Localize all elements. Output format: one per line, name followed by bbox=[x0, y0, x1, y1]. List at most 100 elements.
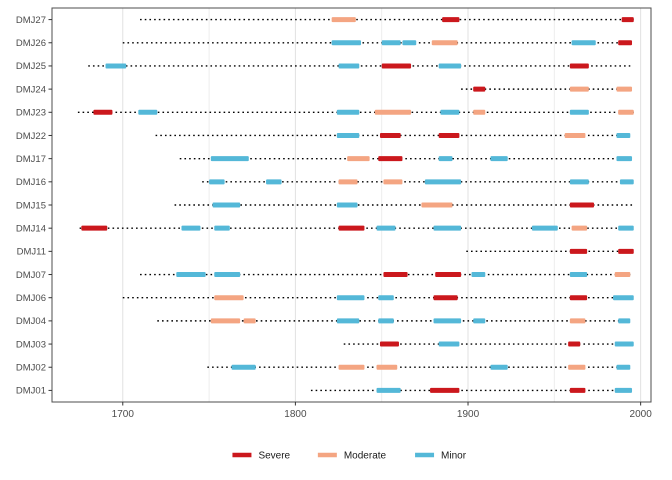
event-segment bbox=[336, 132, 360, 138]
event-segment bbox=[619, 179, 634, 185]
event-segment bbox=[214, 272, 241, 278]
event-segment bbox=[378, 318, 394, 324]
x-axis-label: 1800 bbox=[284, 409, 307, 420]
y-axis-label: DMJ02 bbox=[16, 363, 46, 374]
event-segment bbox=[442, 17, 460, 23]
event-segment bbox=[568, 364, 586, 370]
event-segment bbox=[381, 63, 412, 69]
event-segment bbox=[569, 387, 586, 393]
event-segment bbox=[176, 272, 206, 278]
y-axis-label: DMJ14 bbox=[16, 223, 46, 234]
legend-label: Severe bbox=[258, 451, 290, 462]
event-segment bbox=[212, 202, 241, 208]
event-segment bbox=[181, 225, 201, 231]
event-segment bbox=[531, 225, 558, 231]
event-segment bbox=[490, 364, 508, 370]
event-segment bbox=[438, 341, 460, 347]
event-segment bbox=[338, 179, 358, 185]
event-segment bbox=[571, 40, 596, 46]
event-segment bbox=[433, 318, 462, 324]
event-segment bbox=[569, 202, 595, 208]
y-axis-label: DMJ11 bbox=[17, 247, 46, 258]
x-axis-label: 1900 bbox=[457, 409, 480, 420]
event-segment bbox=[383, 272, 408, 278]
event-segment bbox=[614, 387, 633, 393]
event-segment bbox=[440, 109, 460, 115]
event-segment bbox=[336, 109, 360, 115]
event-segment bbox=[618, 318, 631, 324]
event-segment bbox=[231, 364, 256, 370]
y-axis-label: DMJ15 bbox=[16, 200, 46, 211]
event-segment bbox=[421, 202, 453, 208]
event-segment bbox=[616, 364, 631, 370]
event-segment bbox=[569, 295, 588, 301]
event-segment bbox=[243, 318, 256, 324]
event-segment bbox=[376, 364, 398, 370]
event-segment bbox=[614, 272, 631, 278]
event-segment bbox=[81, 225, 108, 231]
event-segment bbox=[374, 109, 412, 115]
event-segment bbox=[214, 225, 230, 231]
y-axis-label: DMJ24 bbox=[16, 84, 46, 95]
event-segment bbox=[618, 248, 634, 254]
event-segment bbox=[336, 202, 358, 208]
y-axis-label: DMJ17 bbox=[16, 154, 46, 165]
event-segment bbox=[490, 156, 508, 162]
event-segment bbox=[614, 341, 634, 347]
event-segment bbox=[438, 63, 462, 69]
event-segment bbox=[378, 156, 403, 162]
y-axis-label: DMJ04 bbox=[16, 316, 46, 327]
event-segment bbox=[376, 387, 401, 393]
event-segment bbox=[266, 179, 282, 185]
y-axis-label: DMJ22 bbox=[16, 131, 46, 142]
event-segment bbox=[379, 132, 401, 138]
event-segment bbox=[564, 132, 586, 138]
event-segment bbox=[379, 341, 399, 347]
event-segment bbox=[569, 179, 589, 185]
y-axis-label: DMJ03 bbox=[16, 339, 46, 350]
event-segment bbox=[473, 318, 486, 324]
event-segment bbox=[138, 109, 158, 115]
y-axis-label: DMJ07 bbox=[16, 270, 46, 281]
y-axis-label: DMJ27 bbox=[16, 15, 46, 26]
event-segment bbox=[569, 63, 589, 69]
event-segment bbox=[338, 364, 365, 370]
event-segment bbox=[435, 272, 462, 278]
event-segment bbox=[618, 109, 634, 115]
y-axis-label: DMJ25 bbox=[16, 61, 46, 72]
event-segment bbox=[473, 86, 486, 92]
y-axis-label: DMJ06 bbox=[16, 293, 46, 304]
event-segment bbox=[331, 40, 361, 46]
x-axis-label: 2000 bbox=[630, 409, 653, 420]
event-segment bbox=[571, 225, 588, 231]
event-segment bbox=[613, 295, 634, 301]
event-segment bbox=[569, 272, 588, 278]
event-segment bbox=[438, 132, 460, 138]
event-segment bbox=[433, 295, 458, 301]
event-segment bbox=[430, 387, 460, 393]
y-axis-label: DMJ01 bbox=[16, 386, 46, 397]
event-segment bbox=[569, 248, 588, 254]
event-segment bbox=[618, 40, 633, 46]
legend-label: Minor bbox=[441, 451, 467, 462]
event-segment bbox=[338, 225, 365, 231]
event-segment bbox=[105, 63, 127, 69]
event-segment bbox=[569, 86, 589, 92]
event-segment bbox=[424, 179, 462, 185]
event-segment bbox=[473, 109, 486, 115]
y-axis-label: DMJ23 bbox=[16, 108, 46, 119]
event-segment bbox=[331, 17, 356, 23]
event-segment bbox=[210, 156, 249, 162]
event-segment bbox=[616, 132, 631, 138]
event-segment bbox=[383, 179, 403, 185]
event-segment bbox=[336, 295, 365, 301]
event-segment bbox=[210, 318, 241, 324]
event-segment bbox=[338, 63, 360, 69]
event-segment bbox=[402, 40, 417, 46]
event-segment bbox=[431, 40, 458, 46]
event-segment bbox=[569, 318, 586, 324]
event-segment bbox=[438, 156, 453, 162]
event-segment bbox=[376, 225, 396, 231]
